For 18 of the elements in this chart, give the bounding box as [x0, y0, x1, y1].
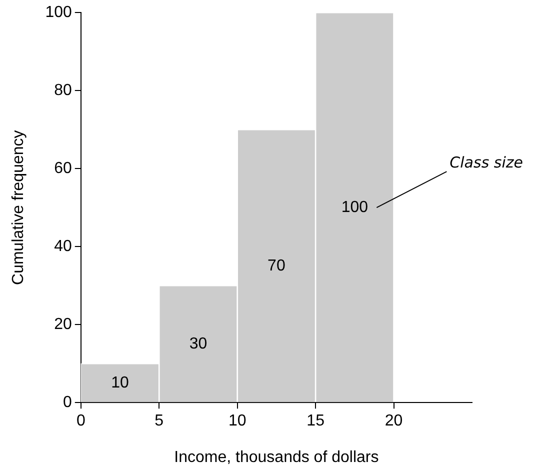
- x-tick-label: 15: [306, 412, 325, 430]
- y-tick-label: 80: [54, 82, 72, 100]
- data-label: 10: [111, 374, 130, 392]
- x-axis-title: Income, thousands of dollars: [174, 448, 379, 466]
- data-label: 100: [341, 199, 368, 216]
- annotation: Class size: [450, 153, 523, 172]
- y-tick-label: 0: [62, 394, 72, 412]
- data-label: 30: [189, 336, 208, 353]
- y-tick-label: 60: [54, 160, 72, 178]
- x-tick-label: 10: [228, 412, 246, 430]
- y-tick-label: 20: [54, 316, 72, 334]
- x-tick-label: 5: [154, 412, 164, 430]
- y-tick-label: 40: [54, 238, 72, 256]
- data-label: 70: [268, 258, 286, 275]
- x-tick-label: 20: [384, 412, 403, 430]
- x-tick-label: 0: [76, 412, 86, 430]
- y-tick-label: 100: [45, 4, 72, 22]
- y-axis-title: Cumulative frequency: [10, 130, 28, 285]
